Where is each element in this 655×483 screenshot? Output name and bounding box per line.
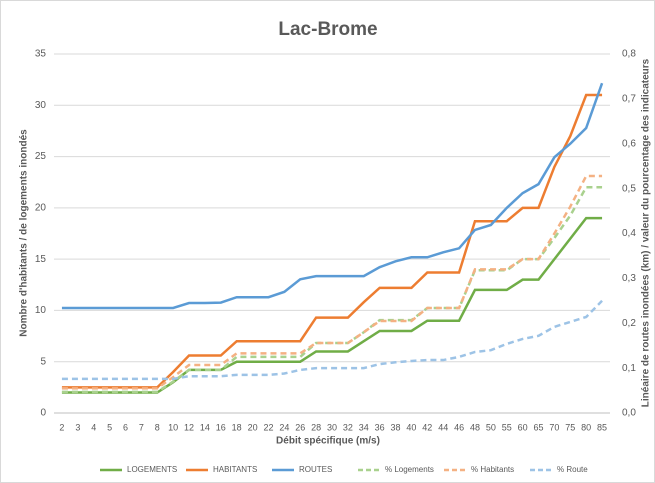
x-tick-label: 85 <box>597 422 607 432</box>
x-tick-label: 3 <box>75 422 80 432</box>
x-tick-label: 24 <box>279 422 289 432</box>
x-axis-title: Débit spécifique (m/s) <box>276 436 380 447</box>
y-tick-label: 0 <box>40 408 46 419</box>
x-tick-label: 16 <box>216 422 226 432</box>
y2-tick-label: 0,5 <box>622 183 636 194</box>
x-tick-label: 32 <box>343 422 353 432</box>
y2-tick-label: 0,7 <box>622 94 636 105</box>
x-tick-label: 34 <box>359 422 369 432</box>
x-tick-label: 14 <box>200 422 210 432</box>
y2-tick-label: 0,6 <box>622 138 636 149</box>
x-tick-label: 6 <box>123 422 128 432</box>
x-tick-label: 65 <box>534 422 544 432</box>
x-tick-label: 30 <box>327 422 337 432</box>
x-tick-label: 44 <box>438 422 448 432</box>
x-tick-label: 80 <box>581 422 591 432</box>
legend-label: HABITANTS <box>213 465 257 474</box>
x-tick-label: 12 <box>184 422 194 432</box>
x-tick-label: 22 <box>263 422 273 432</box>
y-tick-label: 25 <box>35 151 47 162</box>
series-line <box>61 299 603 381</box>
x-tick-label: 70 <box>549 422 559 432</box>
x-tick-label: 40 <box>406 422 416 432</box>
y2-tick-label: 0,2 <box>622 318 636 329</box>
y-tick-label: 35 <box>35 49 47 60</box>
y-tick-label: 20 <box>35 202 47 213</box>
x-tick-label: 10 <box>168 422 178 432</box>
y-tick-label: 10 <box>35 305 47 316</box>
x-tick-label: 75 <box>565 422 575 432</box>
x-tick-label: 60 <box>518 422 528 432</box>
y2-axis-title: Linéaire de routes inondées (km) / valeu… <box>641 58 652 407</box>
x-tick-label: 48 <box>470 422 480 432</box>
x-tick-label: 36 <box>375 422 385 432</box>
x-tick-label: 38 <box>391 422 401 432</box>
x-tick-label: 26 <box>295 422 305 432</box>
legend-label: % Logements <box>385 465 434 474</box>
y2-tick-label: 0,8 <box>622 49 636 60</box>
x-tick-label: 7 <box>139 422 144 432</box>
y-axis-title: Nombre d'habitants / de logements inondé… <box>19 129 30 337</box>
y2-tick-label: 0,1 <box>622 363 636 374</box>
chart-title: Lac-Brome <box>278 19 377 40</box>
x-tick-label: 18 <box>232 422 242 432</box>
x-tick-label: 46 <box>454 422 464 432</box>
x-tick-label: 42 <box>422 422 432 432</box>
legend-label: ROUTES <box>299 465 332 474</box>
y-tick-label: 15 <box>35 254 47 265</box>
x-tick-label: 5 <box>107 422 112 432</box>
y-tick-label: 30 <box>35 100 47 111</box>
x-tick-label: 8 <box>155 422 160 432</box>
series-line <box>61 82 604 310</box>
x-tick-label: 4 <box>91 422 96 432</box>
x-tick-label: 2 <box>59 422 64 432</box>
legend-label: % Habitants <box>471 465 514 474</box>
y2-tick-label: 0,0 <box>622 408 636 419</box>
series-line <box>61 174 603 390</box>
legend-label: % Route <box>557 465 588 474</box>
x-tick-label: 28 <box>311 422 321 432</box>
y2-tick-label: 0,4 <box>622 228 636 239</box>
x-tick-label: 20 <box>248 422 258 432</box>
x-tick-label: 55 <box>502 422 512 432</box>
legend-label: LOGEMENTS <box>127 465 177 474</box>
y2-tick-label: 0,3 <box>622 273 636 284</box>
x-tick-label: 50 <box>486 422 496 432</box>
y-tick-label: 5 <box>40 356 46 367</box>
